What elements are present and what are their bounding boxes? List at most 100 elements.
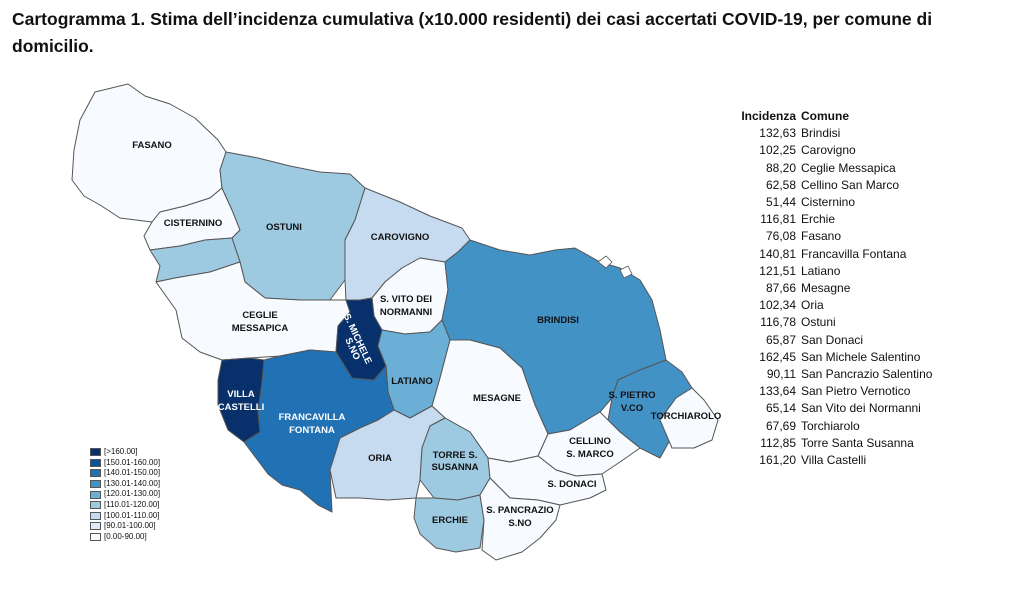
legend-swatch <box>90 501 101 510</box>
table-row: 62,58 Cellino San Marco <box>732 177 932 194</box>
table-row: 88,20 Ceglie Messapica <box>732 160 932 177</box>
legend-label: [0.00-90.00] <box>104 531 147 541</box>
table-row: 90,11 San Pancrazio Salentino <box>732 366 933 383</box>
label-san-pietro: V.CO <box>621 403 643 414</box>
comune-name: San Donaci <box>801 332 864 347</box>
table-header: Incidenza Comune <box>732 108 932 125</box>
comune-name: Ceglie Messapica <box>801 160 896 175</box>
comune-name: Carovigno <box>801 143 856 158</box>
table-row: 116,78 Ostuni <box>732 314 932 331</box>
legend-label: [100.01-110.00] <box>104 510 160 520</box>
incidenza-value: 102,34 <box>759 298 796 313</box>
map-legend: [>160.00] [150.01-160.00] [140.01-150.00][… <box>90 447 160 542</box>
label-cellino: CELLINO <box>569 436 611 447</box>
legend-swatch <box>90 469 101 478</box>
comune-name: Villa Castelli <box>801 453 867 468</box>
table-row: 51,44 Cisternino <box>732 194 932 211</box>
incidence-table: Incidenza Comune 132,63 Brindisi 102,25 Car… <box>732 108 932 469</box>
comune-name: Erchie <box>801 212 836 227</box>
label-ceglie: CEGLIE <box>242 310 277 321</box>
table-row: 65,87 San Donaci <box>732 332 932 349</box>
incidenza-value: 76,08 <box>765 229 796 244</box>
legend-swatch <box>90 533 101 542</box>
table-row: 121,51 Latiano <box>732 263 932 280</box>
legend-label: [110.01-120.00] <box>104 499 160 509</box>
legend-swatch <box>90 480 101 489</box>
label-carovigno: CAROVIGNO <box>371 232 430 243</box>
table-row: 87,66 Mesagne <box>732 280 932 297</box>
incidenza-value: 161,20 <box>759 453 796 468</box>
incidenza-value: 90,11 <box>766 367 796 382</box>
comune-name: Ostuni <box>801 315 836 330</box>
table-row: 133,64 San Pietro Vernotico <box>732 383 932 400</box>
comune-name: Brindisi <box>801 126 841 141</box>
comune-name: Mesagne <box>801 281 851 296</box>
label-brindisi: BRINDISI <box>537 315 579 326</box>
incidenza-value: 87,66 <box>765 281 796 296</box>
legend-label: [140.01-150.00] <box>104 468 161 478</box>
legend-item: [140.01-150.00] <box>90 468 160 479</box>
label-san-vito: NORMANNI <box>380 307 432 318</box>
table-row: 140,81 Francavilla Fontana <box>732 246 932 263</box>
label-francavilla: FONTANA <box>289 425 335 436</box>
legend-swatch <box>90 458 101 467</box>
label-san-donaci: S. DONACI <box>547 479 596 490</box>
table-row: 161,20 Villa Castelli <box>732 452 932 469</box>
label-torre-santa-susanna: SUSANNA <box>432 462 479 473</box>
incidenza-value: 133,64 <box>759 384 796 399</box>
label-villa-castelli: CASTELLI <box>218 402 264 413</box>
table-row: 102,25 Carovigno <box>732 142 932 159</box>
incidenza-value: 162,45 <box>759 349 796 364</box>
incidenza-value: 102,25 <box>759 143 796 158</box>
legend-swatch <box>90 448 101 457</box>
legend-item: [90.01-100.00] <box>90 521 160 532</box>
legend-label: [150.01-160.00] <box>104 457 161 467</box>
label-cellino: S. MARCO <box>566 449 614 460</box>
label-torchiarolo: TORCHIAROLO <box>651 411 722 422</box>
legend-label: [90.01-100.00] <box>104 521 156 531</box>
incidenza-value: 67,69 <box>765 418 796 433</box>
label-mesagne: MESAGNE <box>473 393 521 404</box>
incidenza-value: 121,51 <box>759 263 796 278</box>
label-francavilla: FRANCAVILLA <box>279 412 346 423</box>
comune-name: Cisternino <box>801 195 856 210</box>
legend-swatch <box>90 522 101 531</box>
label-cisternino: CISTERNINO <box>164 218 223 229</box>
header-incidenza: Incidenza <box>741 109 796 123</box>
legend-swatch <box>90 511 101 520</box>
comune-name: Torre Santa Susanna <box>801 435 914 450</box>
incidenza-value: 65,87 <box>765 332 796 347</box>
table-row: 116,81 Erchie <box>732 211 932 228</box>
table-row: 67,69 Torchiarolo <box>732 418 932 435</box>
label-torre-santa-susanna: TORRE S. <box>433 450 478 461</box>
label-erchie: ERCHIE <box>432 515 468 526</box>
comune-name: Torchiarolo <box>801 418 860 433</box>
header-comune: Comune <box>801 109 849 123</box>
incidenza-value: 116,78 <box>760 315 796 330</box>
incidenza-value: 132,63 <box>759 126 796 141</box>
comune-name: Latiano <box>801 263 841 278</box>
incidenza-value: 116,81 <box>760 212 796 227</box>
label-san-pietro: S. PIETRO <box>609 390 656 401</box>
legend-label: [120.01-130.00] <box>104 489 161 499</box>
label-san-pancrazio: S. PANCRAZIO <box>486 505 553 516</box>
incidenza-value: 112,85 <box>760 435 796 450</box>
coast-notch <box>619 265 633 279</box>
incidenza-value: 62,58 <box>765 177 796 192</box>
region-san-pancrazio <box>479 477 561 561</box>
region-erchie <box>413 494 485 553</box>
comune-name: San Pancrazio Salentino <box>801 367 933 382</box>
comune-name: San Michele Salentino <box>801 349 921 364</box>
table-row: 65,14 San Vito dei Normanni <box>732 400 932 417</box>
coast-notch <box>597 255 613 269</box>
comune-name: Cellino San Marco <box>801 177 900 192</box>
label-fasano: FASANO <box>132 140 172 151</box>
incidenza-value: 88,20 <box>765 160 796 175</box>
table-row: 112,85 Torre Santa Susanna <box>732 435 932 452</box>
region-villa-castelli <box>217 357 265 443</box>
legend-item: [130.01-140.00] <box>90 479 160 490</box>
label-latiano: LATIANO <box>391 376 433 387</box>
legend-item: [>160.00] <box>90 447 160 458</box>
legend-label: [130.01-140.00] <box>104 478 161 488</box>
